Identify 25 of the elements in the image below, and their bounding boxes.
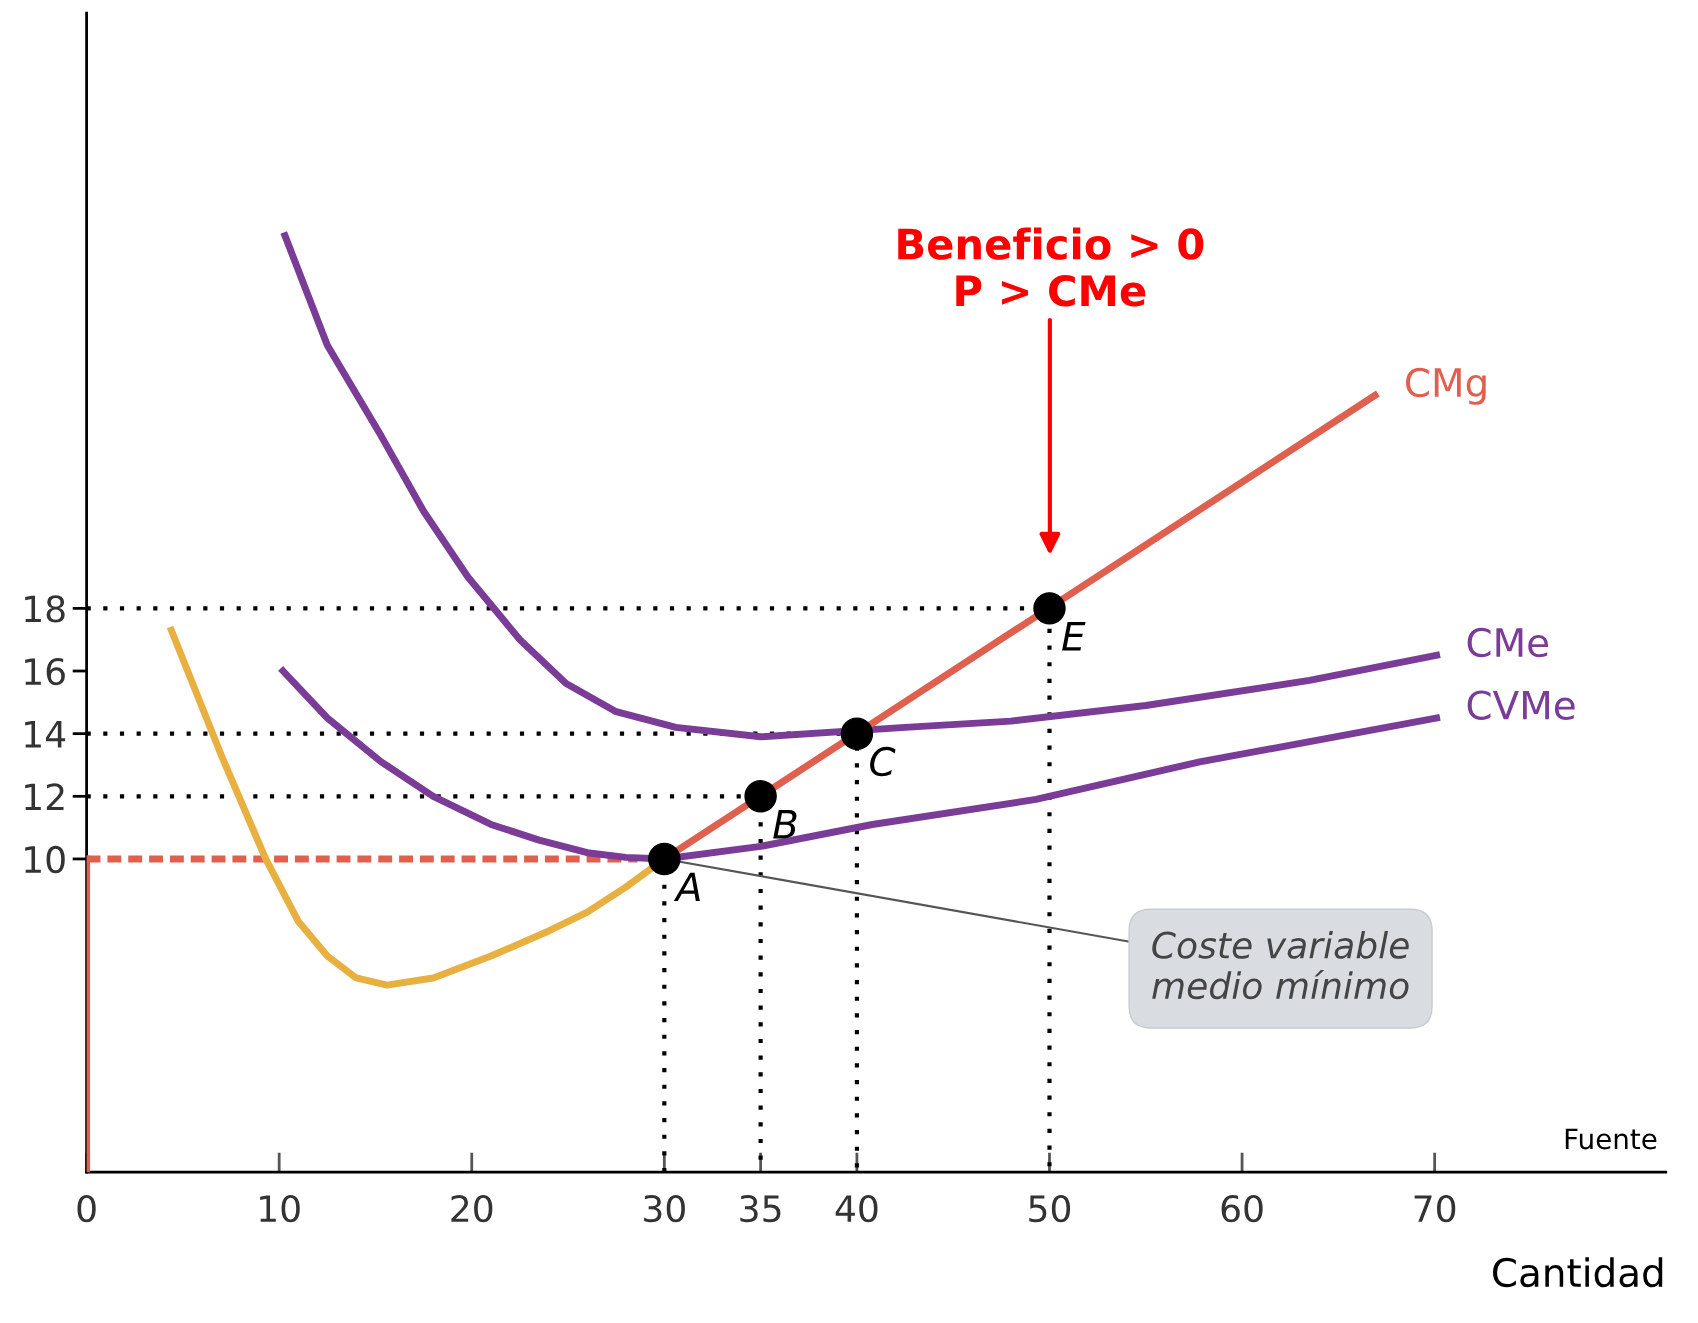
y-tick-label: 12	[25, 783, 64, 811]
x-tick-label: 10	[260, 1195, 300, 1223]
y-tick-label: 18	[25, 595, 65, 623]
y-tick-label: 14	[25, 721, 66, 748]
x-tick-label: 20	[451, 1195, 493, 1223]
annotation: E	[1062, 622, 1086, 651]
y-tick-label: 10	[25, 845, 65, 874]
annotation: Fuente	[1565, 1128, 1657, 1150]
x-tick-label: 35	[740, 1195, 781, 1223]
annotation: A	[673, 872, 700, 902]
annotation: Beneficio > 0 P > CMe	[898, 227, 1204, 307]
x-tick-label: 0	[77, 1195, 96, 1223]
x-axis-title: Cantidad	[1493, 1257, 1663, 1288]
x-tick-label: 60	[1221, 1195, 1263, 1223]
x-tick-label: 50	[1029, 1195, 1071, 1223]
x-tick-label: 40	[835, 1195, 878, 1223]
series-label: CVMe	[1467, 690, 1575, 720]
annotation: B	[773, 810, 797, 839]
series-label: CMg	[1406, 367, 1486, 405]
series-label: CMe	[1467, 627, 1549, 658]
x-tick-label: 70	[1414, 1195, 1456, 1223]
annotation: C	[870, 746, 896, 777]
x-tick-label: 30	[644, 1195, 685, 1223]
y-tick-label: 16	[25, 657, 65, 686]
annotation: Coste variable medio mínimo	[1152, 930, 1409, 1000]
